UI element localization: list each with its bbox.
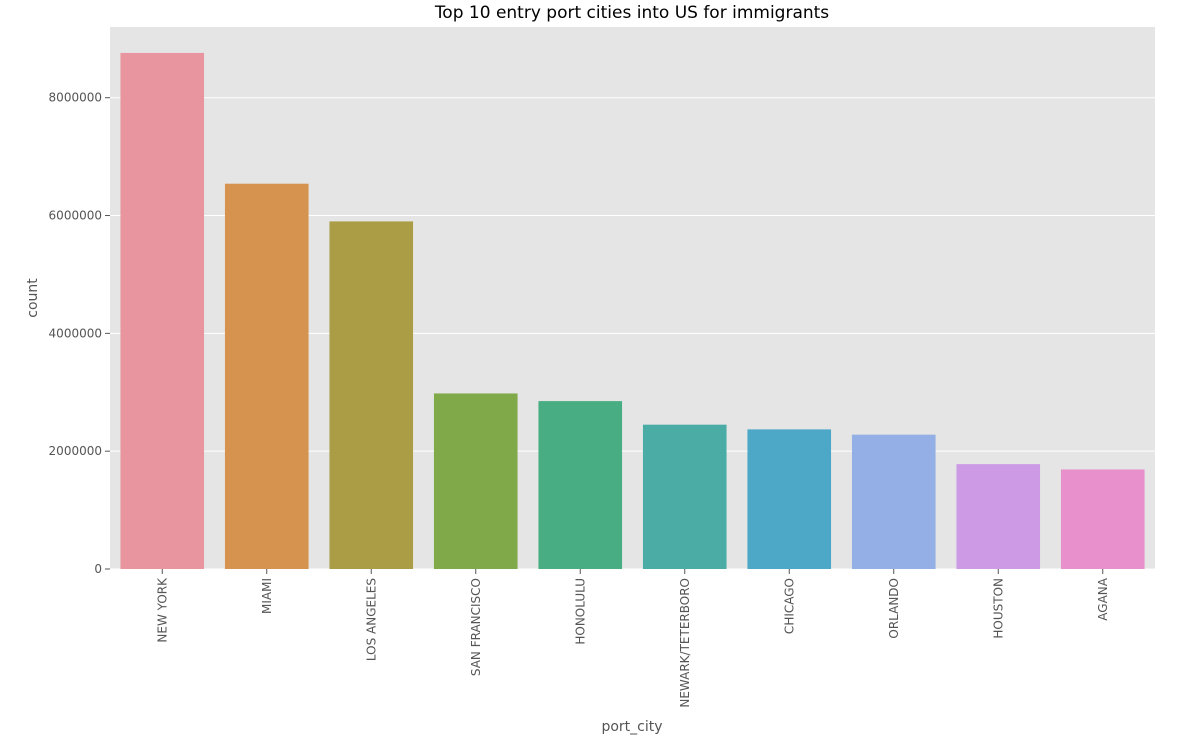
- bar: [433, 393, 518, 569]
- bar: [956, 464, 1041, 569]
- y-tick-label: 4000000: [49, 326, 102, 340]
- x-tick-label: NEWARK/TETERBORO: [678, 578, 692, 708]
- x-axis-label: port_city: [601, 719, 662, 735]
- bar: [1060, 469, 1145, 569]
- bar: [329, 221, 414, 570]
- y-tick-label: 8000000: [49, 91, 102, 105]
- y-tick-label: 6000000: [49, 209, 102, 223]
- bar: [224, 183, 309, 570]
- bar: [747, 429, 832, 569]
- x-tick-label: AGANA: [1096, 577, 1110, 620]
- x-tick-label: SAN FRANCISCO: [469, 578, 483, 676]
- bar: [538, 401, 623, 569]
- y-tick-label: 2000000: [49, 444, 102, 458]
- x-tick-label: LOS ANGELES: [364, 578, 378, 661]
- x-tick-label: HOUSTON: [991, 578, 1005, 639]
- y-axis-label: count: [25, 278, 41, 318]
- x-tick-label: HONOLULU: [573, 578, 587, 645]
- y-tick-label: 0: [94, 562, 102, 576]
- chart-title: Top 10 entry port cities into US for imm…: [434, 3, 829, 23]
- y-ticks: 0 2000000 4000000 6000000 8000000: [49, 91, 110, 576]
- x-tick-label: MIAMI: [260, 578, 274, 614]
- bar: [642, 424, 727, 569]
- bars: [120, 52, 1145, 570]
- x-tick-label: NEW YORK: [155, 577, 169, 643]
- x-ticks: NEW YORK MIAMI LOS ANGELES SAN FRANCISCO HON…: [155, 569, 1110, 708]
- bar: [851, 434, 936, 569]
- bar: [120, 52, 205, 569]
- x-tick-label: ORLANDO: [887, 578, 901, 639]
- x-tick-label: CHICAGO: [782, 578, 796, 634]
